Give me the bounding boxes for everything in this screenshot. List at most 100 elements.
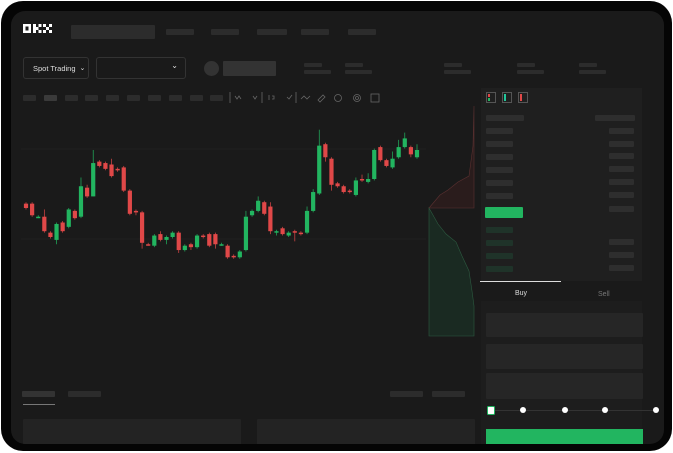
candle-body — [146, 244, 151, 246]
order-book-row[interactable] — [609, 141, 634, 147]
order-book-row[interactable] — [486, 180, 513, 186]
buy-submit-button[interactable] — [486, 429, 643, 444]
candle-body — [213, 234, 218, 245]
tab-underline — [480, 281, 561, 282]
book-asks-icon[interactable] — [518, 92, 528, 103]
slider-step[interactable] — [520, 407, 526, 413]
chart-tools — [229, 92, 380, 103]
timeframe-button[interactable] — [190, 95, 203, 101]
candle-body — [207, 234, 212, 246]
timeframe-button[interactable] — [169, 95, 182, 101]
total-input[interactable] — [486, 373, 643, 399]
slider-step[interactable] — [653, 407, 659, 413]
price-input[interactable] — [486, 313, 643, 337]
order-book-row[interactable] — [609, 239, 634, 245]
candle-body — [268, 206, 273, 232]
order-book-row[interactable] — [486, 227, 513, 233]
timeframe-button[interactable] — [44, 95, 57, 101]
order-book-row[interactable] — [486, 266, 513, 272]
order-book-row[interactable] — [595, 115, 635, 121]
okx-logo — [23, 24, 52, 33]
coin-icon — [204, 61, 219, 76]
timeframe-button[interactable] — [85, 95, 98, 101]
stat-label — [444, 63, 462, 67]
candle-body — [97, 161, 102, 166]
market-selector[interactable]: Spot Trading ⌄ — [23, 57, 89, 79]
timeframe-button[interactable] — [106, 95, 119, 101]
candle-body — [323, 144, 328, 158]
order-book-row[interactable] — [609, 252, 634, 258]
order-book-row[interactable] — [486, 167, 513, 173]
candle-body — [237, 251, 242, 258]
candle-body — [152, 235, 157, 246]
order-book-row[interactable] — [609, 153, 634, 159]
order-book-row[interactable] — [486, 141, 513, 147]
timeframe-button[interactable] — [127, 95, 140, 101]
pair-selector[interactable]: ⌄ — [96, 57, 186, 79]
timeframe-button[interactable] — [65, 95, 78, 101]
candlestick-chart[interactable] — [11, 11, 481, 311]
search-bar[interactable] — [71, 25, 155, 39]
amount-slider-track[interactable] — [491, 410, 656, 411]
nav-item[interactable] — [166, 29, 194, 35]
filter-button[interactable] — [390, 391, 423, 397]
candle-body — [408, 147, 413, 155]
fullscreen-icon — [370, 93, 380, 103]
order-book-row[interactable] — [486, 128, 513, 134]
timeframe-button[interactable] — [23, 95, 36, 101]
candle-body — [36, 216, 41, 219]
order-book-row[interactable] — [486, 115, 524, 121]
order-book-row[interactable] — [609, 192, 634, 198]
stat-value — [517, 70, 544, 74]
order-book-row[interactable] — [486, 240, 513, 246]
candle-body — [201, 235, 206, 238]
candle-body — [390, 158, 395, 168]
filter-button[interactable] — [432, 391, 465, 397]
candle-body — [353, 180, 359, 195]
nav-item[interactable] — [211, 29, 239, 35]
orders-panel — [23, 419, 241, 444]
candle-body — [48, 232, 53, 237]
order-book-row[interactable] — [609, 179, 634, 185]
tab-buy[interactable]: Buy — [515, 290, 528, 297]
order-book-row[interactable] — [609, 128, 634, 134]
book-bids-icon[interactable] — [502, 92, 512, 103]
candle-body — [30, 203, 35, 216]
timeframe-button[interactable] — [210, 95, 223, 101]
bid-depth-area — [428, 206, 475, 337]
order-book-row[interactable] — [609, 265, 634, 271]
nav-item[interactable] — [301, 29, 329, 35]
candle-body — [54, 223, 59, 240]
slider-step[interactable] — [562, 407, 568, 413]
book-both-icon[interactable] — [486, 92, 496, 103]
order-book-row[interactable] — [486, 253, 513, 259]
stat-label — [517, 63, 535, 67]
order-book-row[interactable] — [486, 193, 513, 199]
ask-depth-area — [428, 106, 475, 209]
candle-body — [384, 160, 389, 166]
nav-item[interactable] — [257, 29, 287, 35]
chevron-down-icon: ⌄ — [79, 65, 86, 72]
depth-chart — [428, 106, 475, 337]
candle-body — [133, 210, 139, 213]
candle-body — [78, 186, 84, 217]
assets-panel — [257, 419, 475, 444]
stat-label — [579, 63, 597, 67]
candle-body — [164, 237, 169, 240]
order-book-row[interactable] — [609, 166, 634, 172]
tab-sell[interactable]: Sell — [598, 291, 610, 298]
stat-value — [345, 70, 372, 74]
tab-order-history[interactable] — [68, 391, 101, 397]
nav-item[interactable] — [348, 29, 376, 35]
line-tool-icon — [300, 95, 311, 100]
slider-step[interactable] — [602, 407, 608, 413]
tab-open-orders[interactable] — [22, 391, 55, 397]
market-selector-label: Spot Trading — [33, 63, 76, 73]
candle-body — [66, 209, 71, 227]
order-book-row[interactable] — [609, 206, 634, 212]
amount-input[interactable] — [486, 344, 643, 369]
order-book-row[interactable] — [486, 154, 513, 160]
slider-thumb[interactable] — [487, 406, 495, 415]
timeframe-button[interactable] — [148, 95, 161, 101]
candle-body — [182, 245, 187, 251]
